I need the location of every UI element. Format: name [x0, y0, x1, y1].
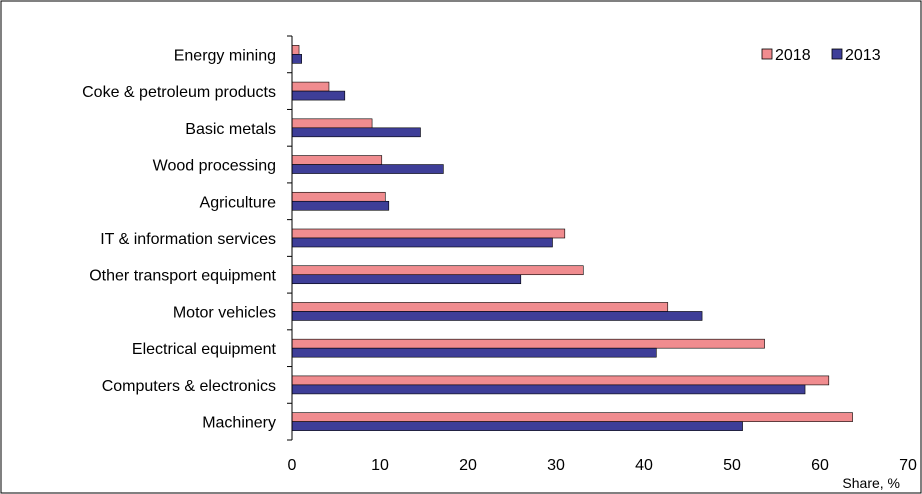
x-tick-label: 60	[811, 457, 829, 474]
category-label: Motor vehicles	[173, 304, 276, 321]
legend-swatch-2018	[761, 48, 773, 60]
legend: 2018 2013	[756, 42, 902, 68]
bar-2018-9	[291, 375, 830, 386]
x-tick-label: 20	[459, 457, 477, 474]
legend-box	[756, 42, 902, 68]
x-tick-label: 70	[899, 457, 917, 474]
bar-2013-2	[291, 127, 421, 138]
bar-2013-0	[291, 54, 302, 64]
bar-2013-6	[291, 274, 522, 285]
legend-label-2013: 2013	[845, 47, 881, 64]
bar-2013-5	[291, 237, 553, 248]
bar-2018-2	[291, 118, 373, 129]
category-label: Other transport equipment	[89, 268, 276, 285]
x-tick-label: 0	[288, 457, 297, 474]
bar-2018-1	[291, 81, 330, 92]
category-label: Wood processing	[153, 158, 276, 175]
bar-2018-3	[291, 155, 383, 165]
x-tick-label: 50	[723, 457, 741, 474]
bar-2018-6	[291, 265, 584, 276]
bar-2018-4	[291, 191, 386, 202]
category-label: Computers & electronics	[102, 378, 276, 395]
bar-2018-0	[291, 45, 300, 55]
x-tick-label: 10	[371, 457, 389, 474]
category-label: Coke & petroleum products	[82, 84, 276, 101]
x-tick-label: 30	[547, 457, 565, 474]
legend-items: 2018 2013	[761, 47, 881, 64]
bar-2013-4	[291, 200, 390, 211]
category-labels: Energy mining Coke & petroleum products Ba…	[82, 35, 292, 441]
bar-2018-8	[291, 338, 765, 349]
bar-2013-1	[291, 90, 346, 101]
legend-swatch-2013	[831, 48, 843, 60]
category-label: IT & information services	[100, 231, 276, 248]
bar-2018-5	[291, 228, 566, 239]
category-label: Energy mining	[174, 47, 276, 64]
bar-2013-3	[291, 164, 444, 174]
bar-2013-10	[291, 421, 743, 431]
category-label: Electrical equipment	[132, 341, 277, 358]
bar-2018-10	[291, 412, 853, 422]
bar-2018-7	[291, 302, 669, 312]
category-label: Machinery	[202, 415, 276, 432]
bars-layer	[291, 45, 853, 431]
x-tick-label: 40	[635, 457, 653, 474]
x-axis-title: Share, %	[842, 475, 900, 491]
x-axis: 0 10 20 30 40 50 60 70	[288, 457, 917, 474]
bar-2013-8	[291, 347, 657, 358]
category-label: Agriculture	[200, 194, 277, 211]
bar-2013-9	[291, 384, 806, 395]
bar-2013-7	[291, 311, 703, 321]
legend-label-2018: 2018	[775, 47, 811, 64]
category-label: Basic metals	[185, 121, 276, 138]
